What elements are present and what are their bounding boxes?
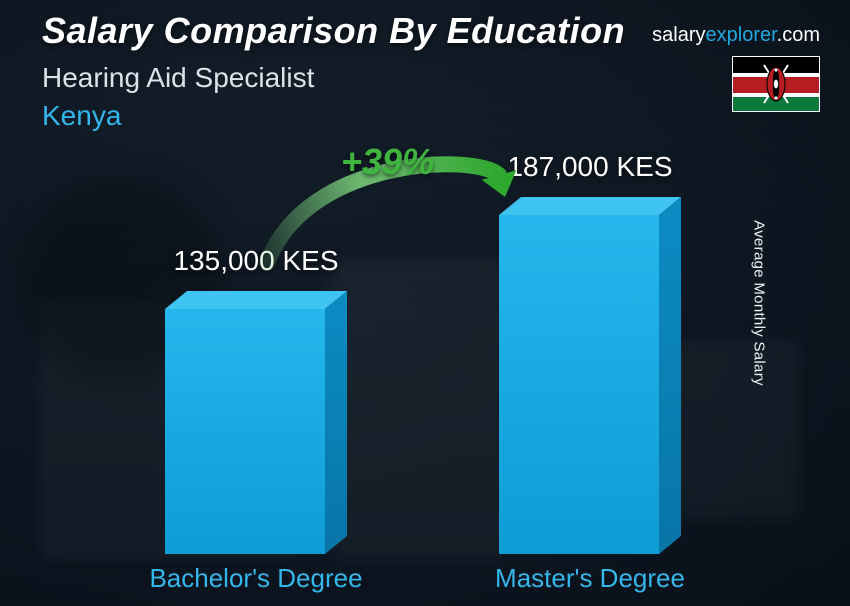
increase-arrow-icon bbox=[0, 0, 850, 606]
salary-bar-chart: 135,000 KESBachelor's Degree187,000 KESM… bbox=[0, 0, 850, 606]
infographic-stage: Salary Comparison By Education Hearing A… bbox=[0, 0, 850, 606]
increase-percent: +39% bbox=[341, 141, 434, 183]
